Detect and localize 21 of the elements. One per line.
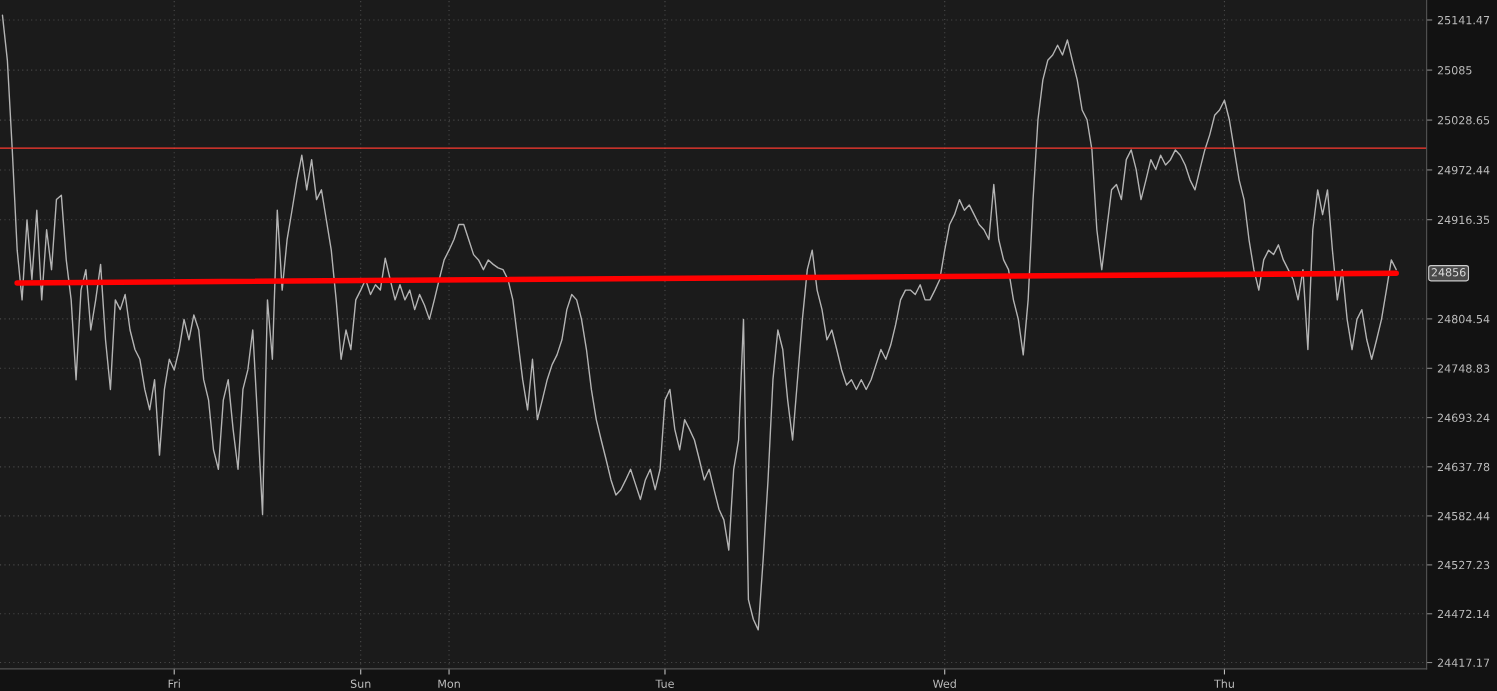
y-tick-label: 24804.54 — [1437, 314, 1490, 324]
y-tick-label: 25028.65 — [1437, 116, 1490, 125]
x-tick-label: Wed — [932, 679, 956, 688]
x-tick-label: Mon — [438, 679, 460, 688]
y-tick-label: 24527.23 — [1437, 560, 1490, 570]
y-tick-label: 25141.47 — [1437, 15, 1490, 25]
y-tick-label: 24417.17 — [1437, 658, 1490, 667]
y-tick-label: 24972.44 — [1437, 165, 1490, 175]
y-tick-label: 24582.44 — [1437, 511, 1490, 521]
line-series — [1, 14, 1397, 631]
text: 24856 — [1431, 268, 1466, 277]
x-tick-label: Thu — [1213, 679, 1234, 688]
y-tick-label: 24748.83 — [1437, 364, 1490, 373]
y-tick-label: 25085 — [1437, 66, 1472, 75]
y-tick-label: 24637.78 — [1437, 462, 1490, 472]
x-tick-label: Tue — [655, 679, 674, 688]
y-tick-label: 24472.14 — [1437, 609, 1490, 618]
x-tick-label: Fri — [168, 679, 180, 688]
y-tick-label: 24693.24 — [1437, 413, 1490, 422]
x-tick-label: Sun — [350, 679, 371, 688]
y-tick-label: 24916.35 — [1437, 215, 1490, 225]
